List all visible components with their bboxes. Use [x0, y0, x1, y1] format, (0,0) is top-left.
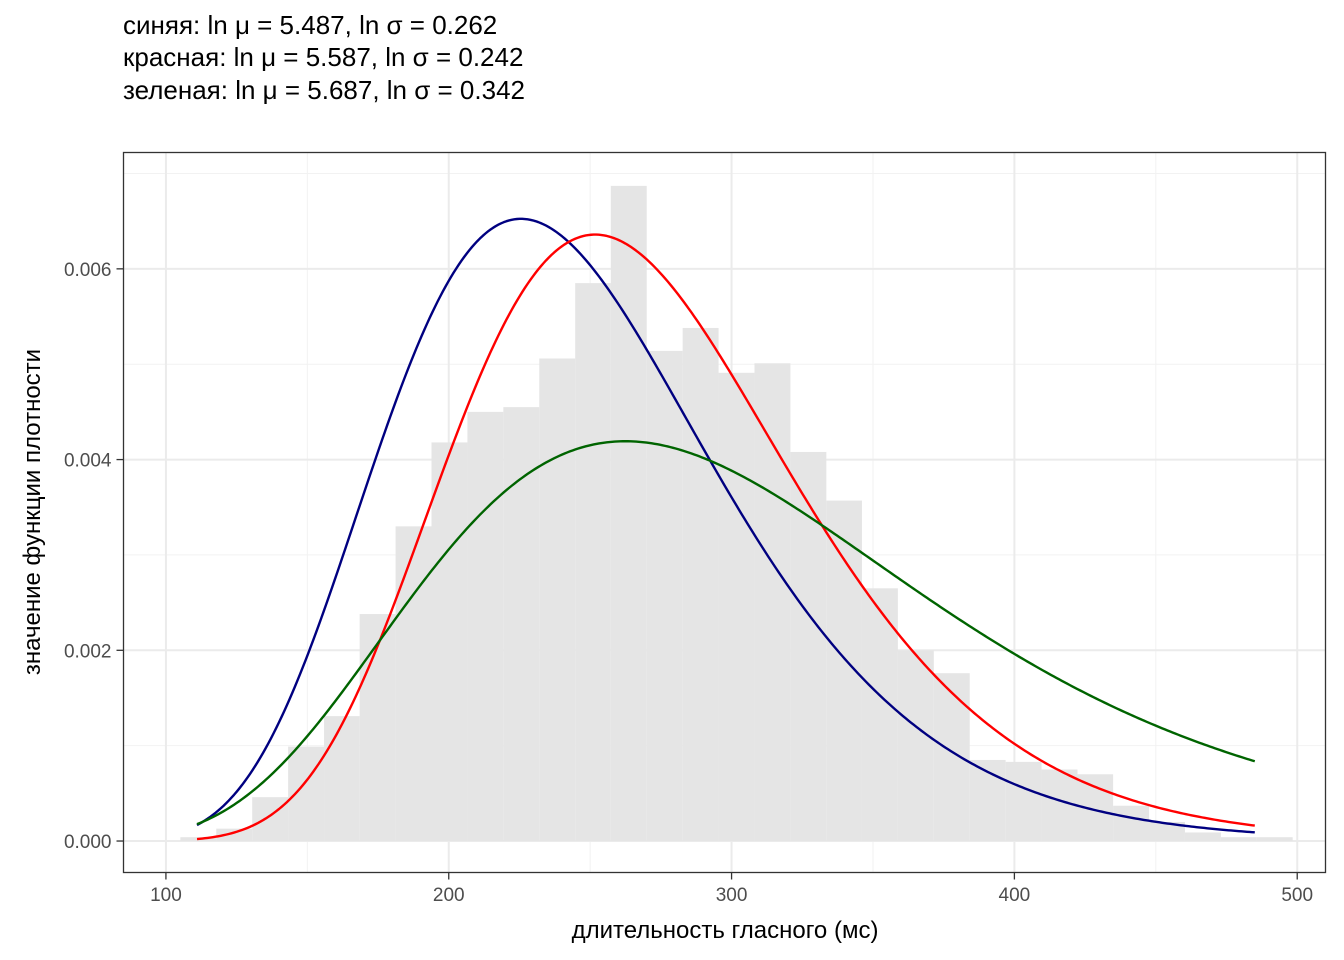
- x-tick-label: 300: [716, 885, 748, 906]
- histogram-bar: [431, 442, 468, 842]
- histogram-bar: [1220, 837, 1257, 842]
- title-line-green: зеленая: ln μ = 5.687, ln σ = 0.342: [123, 75, 525, 105]
- histogram-bar: [861, 588, 898, 842]
- histogram-bar: [790, 451, 827, 842]
- histogram-bar: [575, 283, 611, 842]
- histogram-bar: [754, 363, 791, 842]
- x-tick-label: 500: [1281, 885, 1313, 906]
- y-tick-label: 0.002: [64, 641, 112, 662]
- histogram-bar: [252, 797, 289, 842]
- x-tick-label: 400: [999, 885, 1031, 906]
- plot-border: [122, 151, 1327, 874]
- y-tick-label: 0.004: [64, 451, 112, 472]
- histogram-bar: [718, 372, 755, 842]
- histogram-bar: [467, 411, 504, 842]
- histogram-bar: [1149, 821, 1185, 842]
- histogram-bars: [180, 185, 1293, 842]
- title-line-red: красная: ln μ = 5.587, ln σ = 0.242: [123, 42, 523, 72]
- histogram-bar: [1113, 805, 1150, 842]
- y-tick-label: 0.006: [64, 260, 112, 281]
- density-curve: [196, 233, 1255, 841]
- histogram-bar: [539, 358, 576, 842]
- histogram-bar: [610, 185, 647, 842]
- histogram-bar: [324, 716, 360, 842]
- x-axis-title: длительность гласного (мс): [572, 917, 879, 944]
- histogram-bar: [933, 673, 970, 842]
- chart-title: синяя: ln μ = 5.487, ln σ = 0.262 красна…: [123, 10, 525, 105]
- x-axis-ticks: 100 200 300 400 500: [150, 872, 1313, 906]
- histogram-bar: [395, 526, 432, 842]
- histogram-bar: [1256, 837, 1293, 842]
- x-tick-label: 100: [150, 885, 182, 906]
- histogram-bar: [1184, 832, 1221, 842]
- y-axis-title: значение функции плотности: [19, 349, 46, 675]
- histogram-bar: [1005, 761, 1042, 842]
- histogram-bar: [216, 828, 253, 842]
- density-curves: [196, 217, 1256, 841]
- y-tick-label: 0.000: [64, 832, 112, 853]
- density-curve: [196, 440, 1256, 826]
- histogram-bar: [359, 614, 396, 842]
- histogram-bar: [503, 407, 540, 842]
- title-line-blue: синяя: ln μ = 5.487, ln σ = 0.262: [123, 10, 497, 40]
- x-tick-label: 200: [433, 885, 465, 906]
- y-axis-ticks: 0.000 0.002 0.004 0.006: [64, 260, 124, 853]
- histogram-bar: [969, 759, 1006, 842]
- histogram-bar: [288, 746, 325, 842]
- histogram-bar: [1041, 769, 1078, 842]
- histogram-bar: [682, 327, 719, 842]
- density-curve: [196, 217, 1255, 834]
- histogram-bar: [897, 650, 934, 842]
- histogram-bar: [646, 350, 683, 842]
